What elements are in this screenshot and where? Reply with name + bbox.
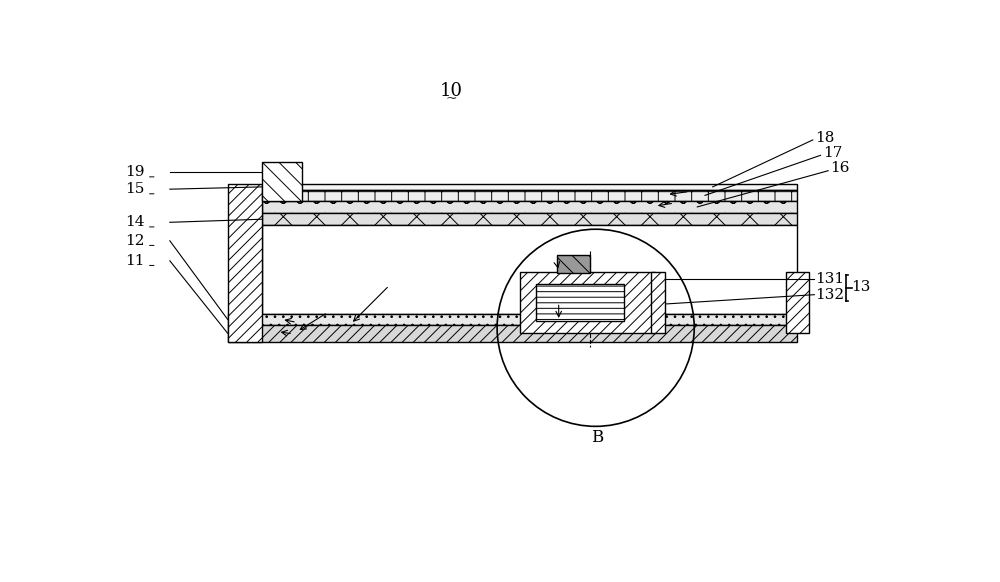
Text: 14: 14 (125, 215, 144, 229)
Text: B: B (591, 430, 603, 446)
Bar (262, 225, 797, 314)
Text: 132: 132 (815, 288, 844, 301)
Text: 19: 19 (125, 165, 144, 179)
Bar (228, 314, 797, 325)
Bar (262, 162, 302, 201)
Bar (557, 255, 590, 273)
Text: 131: 131 (815, 272, 844, 286)
Text: 16: 16 (831, 161, 850, 175)
Bar (262, 190, 797, 201)
Bar (651, 272, 665, 333)
Text: 11: 11 (125, 254, 144, 268)
Text: 18: 18 (815, 130, 834, 144)
Bar (536, 284, 624, 321)
Text: 17: 17 (823, 146, 842, 160)
Bar (228, 184, 262, 342)
Bar (786, 272, 809, 333)
Bar (520, 272, 655, 333)
Bar (228, 325, 797, 342)
Text: 13: 13 (851, 280, 871, 294)
Bar (262, 184, 797, 190)
Text: ~: ~ (445, 92, 457, 106)
Text: 12: 12 (125, 234, 144, 248)
Text: 10: 10 (439, 83, 462, 101)
Bar (262, 201, 797, 213)
Text: 15: 15 (125, 182, 144, 196)
Bar (262, 213, 797, 225)
